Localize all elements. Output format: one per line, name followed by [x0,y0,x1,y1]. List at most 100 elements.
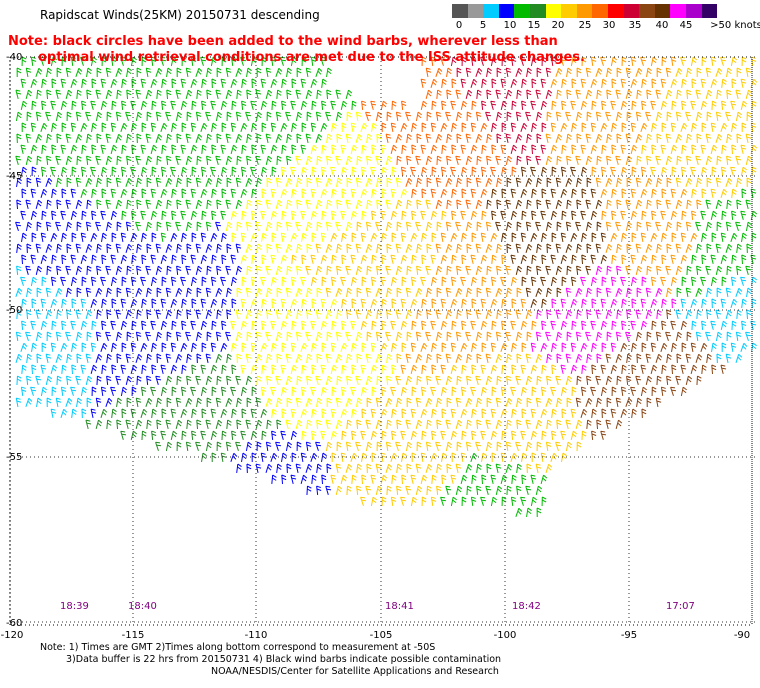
wind-barb [520,298,527,309]
wind-barb [195,441,202,451]
wind-barb [475,375,482,385]
wind-barb [510,276,517,287]
wind-barb [280,188,288,198]
wind-barb [41,210,47,221]
wind-barb [725,111,732,121]
wind-barb [701,254,707,265]
wind-barb [386,375,392,386]
wind-barb [601,100,607,111]
legend-swatch [514,4,530,18]
wind-barb [456,441,462,452]
wind-barb [181,232,187,243]
wind-barb [20,386,27,397]
wind-barb [226,287,232,298]
wind-barb [315,441,322,451]
wind-barb [241,100,247,111]
wind-barb [381,122,387,133]
wind-barb [185,397,193,407]
wind-barb [266,243,272,254]
wind-barb [350,452,358,462]
wind-barb [440,56,447,66]
footnote-line1: Note: 1) Times are GMT 2)Times along bot… [40,642,436,653]
wind-barb [300,276,307,286]
wind-barb [530,474,537,484]
wind-barb [201,408,207,419]
wind-barb [216,243,222,254]
warning-note-line1: Note: black circles have been added to t… [8,34,558,49]
wind-barb [271,298,277,309]
wind-barb [485,441,492,452]
wind-barb [66,111,72,122]
wind-barb [671,166,677,177]
wind-barb [280,232,287,243]
wind-barb [200,386,207,397]
wind-barb [210,342,217,353]
wind-barb [45,221,52,232]
wind-barb [466,177,472,188]
wind-barb [410,408,417,419]
wind-barb [640,166,647,177]
wind-barb [226,243,232,254]
wind-barb [416,177,422,188]
wind-barb [575,353,583,363]
wind-barb [515,243,522,254]
wind-barb [590,144,598,154]
wind-barb [20,78,27,89]
wind-barb [695,111,702,122]
wind-barb [355,375,362,385]
wind-barb [440,430,447,440]
wind-barb [665,265,672,275]
wind-barb [171,188,177,199]
wind-barb [436,463,442,474]
wind-barb [176,133,182,144]
wind-barb [711,298,717,309]
wind-barb [540,342,548,352]
wind-barb [380,386,387,397]
wind-barb [51,254,57,265]
wind-barb [691,210,697,221]
wind-barb [690,166,697,176]
wind-barb [236,353,242,364]
wind-barb [440,364,447,374]
wind-barb [125,353,132,364]
wind-barb [705,133,712,144]
wind-barb [326,89,332,100]
wind-barb [175,221,182,231]
wind-barb [201,210,207,221]
wind-barb [501,188,507,199]
wind-barb [136,243,142,254]
wind-barb [660,78,667,89]
wind-barb [600,166,607,177]
wind-barb [90,364,98,374]
wind-barb [76,397,82,408]
wind-barb [16,243,22,254]
wind-barb [661,188,667,199]
wind-barb [705,199,712,209]
wind-barb [641,276,647,287]
wind-barb [385,133,392,144]
wind-barb [665,155,673,166]
wind-barb [340,276,347,286]
wind-barb [506,111,512,122]
wind-barb [396,397,402,408]
wind-barb [261,122,267,133]
wind-barb [396,419,402,430]
wind-barb [105,265,112,275]
wind-barb [480,364,487,374]
wind-barb [145,221,152,232]
wind-barb [305,397,313,407]
wind-barb [386,485,392,496]
wind-barb [501,496,507,507]
wind-barb [565,375,573,386]
wind-barb [570,166,577,176]
wind-barb [390,210,398,221]
wind-barb [616,177,622,188]
wind-barb [415,353,423,363]
wind-barb [705,67,712,78]
wind-barb [220,276,227,286]
wind-barb [66,177,72,188]
wind-barb [490,474,497,484]
wind-barb [131,210,137,221]
wind-barb [336,265,342,276]
wind-barb [151,166,157,177]
